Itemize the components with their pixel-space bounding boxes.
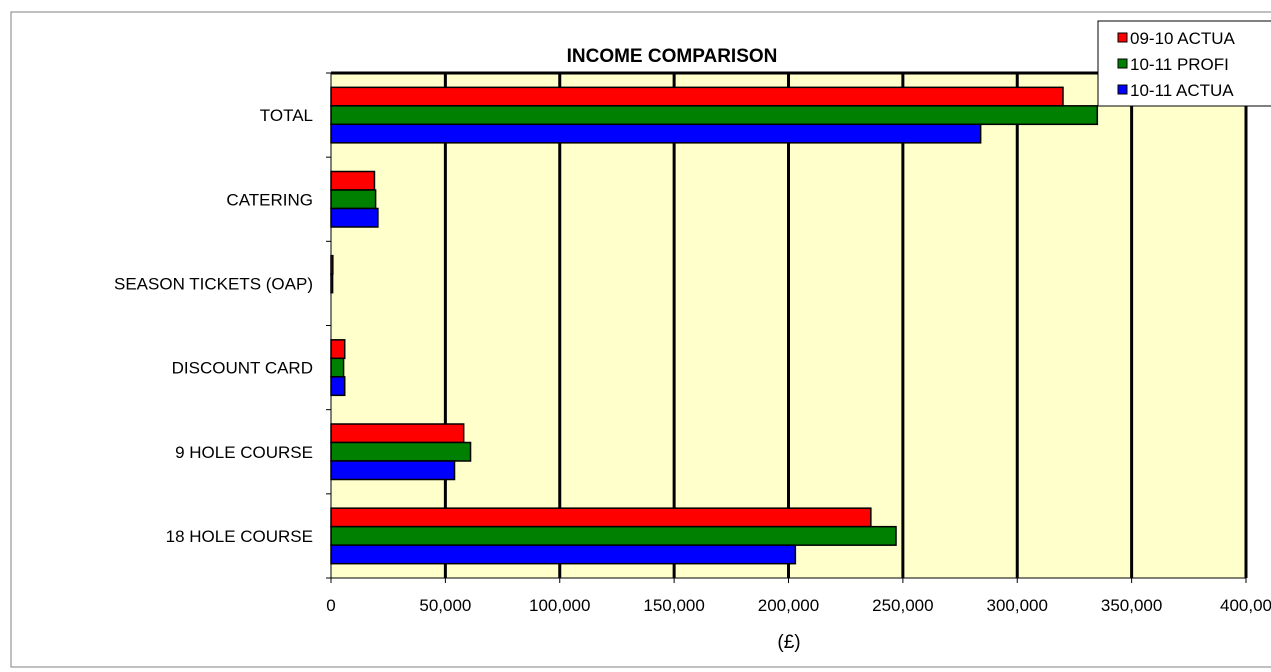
- legend: 09-10 ACTUA 10-11 PROFI 10-11 ACTUA: [1097, 20, 1271, 107]
- axes: [326, 72, 1247, 583]
- category-label: 18 HOLE COURSE: [166, 527, 313, 546]
- bar: [330, 170, 376, 191]
- x-tick-label: 50,000: [419, 596, 471, 615]
- legend-label: 10-11 ACTUA: [1130, 81, 1234, 100]
- x-axis-title: (£): [777, 632, 800, 653]
- x-tick-label: 250,000: [872, 596, 933, 615]
- x-tick-label: 400,00: [1220, 596, 1271, 615]
- gridlines: [331, 71, 1248, 578]
- bar: [330, 441, 472, 462]
- x-tick-label: 100,000: [529, 596, 590, 615]
- legend-swatch: [1117, 84, 1128, 95]
- bar: [330, 123, 982, 144]
- bar: [330, 339, 346, 360]
- chart-title: INCOME COMPARISON: [567, 46, 778, 67]
- legend-label: 09-10 ACTUA: [1130, 29, 1236, 48]
- legend-swatch: [1117, 58, 1128, 69]
- x-tick-label: 200,000: [758, 596, 819, 615]
- bar: [330, 376, 346, 397]
- bar: [330, 105, 1099, 126]
- bar: [330, 86, 1064, 107]
- bar: [330, 544, 797, 565]
- category-label: TOTAL: [260, 106, 313, 125]
- bar: [330, 507, 872, 528]
- bar: [330, 357, 345, 378]
- bar: [330, 525, 897, 546]
- x-tick-label: 0: [326, 596, 335, 615]
- x-tick-label: 300,000: [987, 596, 1048, 615]
- category-label: DISCOUNT CARD: [172, 359, 313, 378]
- bar: [330, 460, 456, 481]
- category-labels: TOTAL CATERING SEASON TICKETS (OAP) DISCOUN…: [114, 106, 313, 546]
- category-label: 9 HOLE COURSE: [175, 443, 313, 462]
- bar: [330, 189, 377, 210]
- category-label: CATERING: [226, 190, 313, 209]
- legend-swatch: [1117, 32, 1128, 43]
- legend-label: 10-11 PROFI: [1130, 55, 1229, 74]
- x-tick-label: 150,000: [643, 596, 704, 615]
- x-tick-label: 350,000: [1101, 596, 1162, 615]
- bar: [330, 423, 465, 444]
- category-label: SEASON TICKETS (OAP): [114, 274, 313, 293]
- bar: [330, 207, 379, 228]
- x-tick-labels: 0 50,000 100,000 150,000 200,000 250,000 300,0…: [326, 596, 1271, 615]
